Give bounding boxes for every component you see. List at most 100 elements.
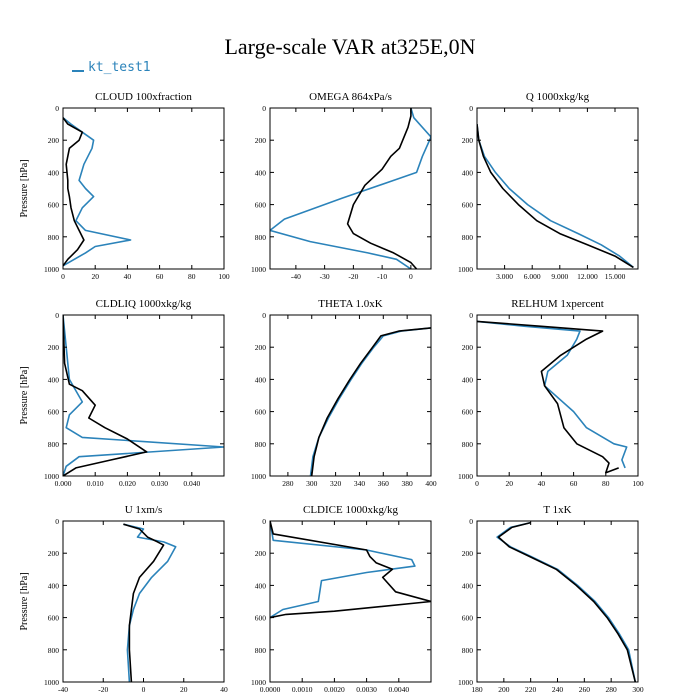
series-line-kt-test1 bbox=[123, 523, 177, 682]
y-tick-label: 200 bbox=[255, 136, 267, 145]
y-tick-label: 600 bbox=[462, 408, 474, 417]
y-tick-label: 400 bbox=[255, 375, 267, 384]
x-tick-label: 80 bbox=[188, 272, 196, 281]
y-tick-label: 0 bbox=[469, 311, 473, 320]
x-tick-label: 0.040 bbox=[183, 479, 200, 488]
y-tick-label: 800 bbox=[48, 233, 60, 242]
panel-title: Q 1000xkg/kg bbox=[526, 91, 590, 103]
x-tick-label: 0 bbox=[409, 272, 413, 281]
x-tick-label: 20 bbox=[91, 272, 99, 281]
y-tick-label: 400 bbox=[48, 375, 60, 384]
series-line-black bbox=[63, 117, 85, 267]
y-tick-label: 600 bbox=[462, 201, 474, 210]
plot-frame bbox=[476, 520, 639, 683]
x-tick-label: 40 bbox=[124, 272, 132, 281]
y-tick-label: 1000 bbox=[458, 678, 473, 687]
panel-title: THETA 1.0xK bbox=[318, 298, 383, 310]
plot-frame bbox=[62, 314, 225, 477]
y-tick-label: 1000 bbox=[44, 472, 59, 481]
panel-title: CLDICE 1000xkg/kg bbox=[303, 504, 399, 516]
y-tick-label: 800 bbox=[48, 646, 60, 655]
series-line-black bbox=[477, 320, 619, 474]
y-tick-label: 400 bbox=[255, 581, 267, 590]
y-tick-label: 400 bbox=[462, 375, 474, 384]
series-line-black bbox=[346, 108, 418, 269]
series-line-black bbox=[63, 315, 148, 476]
x-tick-label: 280 bbox=[606, 685, 618, 694]
x-tick-label: 0.010 bbox=[87, 479, 104, 488]
legend-swatch-kt-test1 bbox=[72, 70, 84, 72]
y-tick-label: 400 bbox=[48, 168, 60, 177]
x-tick-label: 280 bbox=[282, 479, 294, 488]
y-tick-label: 800 bbox=[255, 646, 267, 655]
y-tick-label: 200 bbox=[48, 136, 60, 145]
x-tick-label: 220 bbox=[525, 685, 537, 694]
y-tick-label: 200 bbox=[48, 343, 60, 352]
y-tick-label: 0 bbox=[55, 104, 59, 113]
x-tick-label: 340 bbox=[354, 479, 366, 488]
y-tick-label: 400 bbox=[462, 168, 474, 177]
x-tick-label: 360 bbox=[378, 479, 390, 488]
plot-frame bbox=[62, 520, 225, 683]
y-tick-label: 800 bbox=[255, 440, 267, 449]
figure-title: Large-scale VAR at325E,0N bbox=[224, 34, 476, 59]
y-tick-label: 0 bbox=[262, 104, 266, 113]
y-axis-label: Pressure [hPa] bbox=[19, 366, 30, 424]
x-tick-label: 0.0020 bbox=[324, 685, 345, 694]
plot-frame bbox=[269, 520, 432, 683]
x-tick-label: 0.0030 bbox=[356, 685, 377, 694]
panel-title: RELHUM 1xpercent bbox=[511, 298, 604, 310]
y-tick-label: 400 bbox=[255, 168, 267, 177]
series-line-kt-test1 bbox=[496, 521, 637, 682]
x-tick-label: 180 bbox=[471, 685, 483, 694]
y-tick-label: 600 bbox=[48, 614, 60, 623]
y-tick-label: 0 bbox=[469, 517, 473, 526]
x-tick-label: -20 bbox=[98, 685, 108, 694]
y-tick-label: 0 bbox=[55, 311, 59, 320]
x-tick-label: -20 bbox=[348, 272, 358, 281]
series-line-black bbox=[123, 523, 165, 682]
series-line-kt-test1 bbox=[63, 315, 224, 476]
y-tick-label: 1000 bbox=[458, 472, 473, 481]
panel-title: T 1xK bbox=[543, 504, 571, 516]
y-tick-label: 200 bbox=[255, 343, 267, 352]
y-tick-label: 600 bbox=[255, 408, 267, 417]
y-tick-label: 1000 bbox=[251, 265, 266, 274]
x-tick-label: 300 bbox=[632, 685, 644, 694]
x-tick-label: 400 bbox=[425, 479, 437, 488]
plot-frame bbox=[269, 107, 432, 270]
y-tick-label: 800 bbox=[48, 440, 60, 449]
x-tick-label: -30 bbox=[320, 272, 330, 281]
y-tick-label: 1000 bbox=[251, 678, 266, 687]
x-tick-label: 0.0040 bbox=[388, 685, 409, 694]
x-tick-label: -40 bbox=[291, 272, 301, 281]
series-line-kt-test1 bbox=[477, 124, 634, 269]
plot-frame bbox=[476, 314, 639, 477]
x-tick-label: 200 bbox=[498, 685, 510, 694]
series-line-kt-test1 bbox=[63, 117, 132, 267]
x-tick-label: 240 bbox=[552, 685, 564, 694]
x-tick-label: 0 bbox=[61, 272, 65, 281]
y-tick-label: 0 bbox=[262, 517, 266, 526]
x-tick-label: 0 bbox=[475, 479, 479, 488]
series-line-kt-test1 bbox=[270, 108, 431, 269]
x-tick-label: 300 bbox=[306, 479, 318, 488]
x-tick-label: 60 bbox=[570, 479, 578, 488]
x-tick-label: 0.0010 bbox=[292, 685, 313, 694]
y-axis-label: Pressure [hPa] bbox=[19, 572, 30, 630]
x-tick-label: 80 bbox=[602, 479, 610, 488]
y-tick-label: 800 bbox=[255, 233, 267, 242]
y-tick-label: 1000 bbox=[44, 265, 59, 274]
y-tick-label: 200 bbox=[462, 549, 474, 558]
y-tick-label: 800 bbox=[462, 440, 474, 449]
y-tick-label: 200 bbox=[462, 136, 474, 145]
panel-title: U 1xm/s bbox=[125, 504, 163, 516]
y-tick-label: 600 bbox=[462, 614, 474, 623]
x-tick-label: -40 bbox=[58, 685, 68, 694]
y-tick-label: 0 bbox=[55, 517, 59, 526]
y-tick-label: 200 bbox=[255, 549, 267, 558]
plot-frame bbox=[476, 107, 639, 270]
y-tick-label: 1000 bbox=[251, 472, 266, 481]
y-tick-label: 400 bbox=[48, 581, 60, 590]
